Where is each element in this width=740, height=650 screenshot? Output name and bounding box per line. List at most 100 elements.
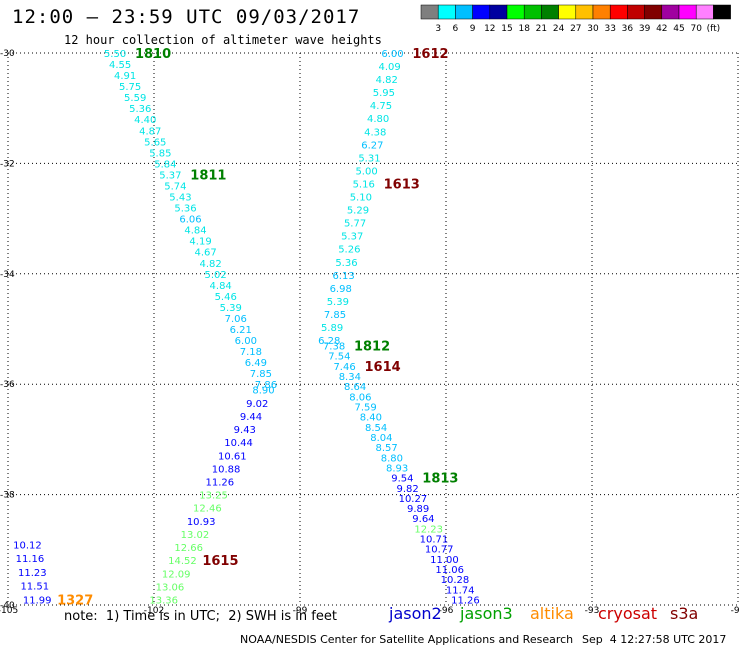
swh-value: 11.26 bbox=[451, 595, 480, 606]
swh-value: 7.54 bbox=[328, 352, 350, 363]
swh-value: 5.85 bbox=[149, 148, 171, 159]
swh-value: 8.93 bbox=[386, 463, 408, 474]
swh-value: 4.67 bbox=[194, 248, 216, 259]
swh-value: 4.87 bbox=[139, 126, 161, 137]
swh-value: 8.90 bbox=[252, 386, 274, 397]
swh-value: 5.39 bbox=[220, 303, 242, 314]
swh-value: 5.74 bbox=[164, 181, 186, 192]
swh-value: 5.31 bbox=[358, 153, 380, 164]
swh-value: 11.99 bbox=[23, 595, 52, 606]
colorbar-label: 24 bbox=[553, 24, 565, 34]
colorbar: 3 6 9 12 15 18 21 24 27 30 33 36 39 42 45 70 (ft) bbox=[420, 4, 731, 34]
swh-value: 6.06 bbox=[179, 215, 201, 226]
swh-value: 11.26 bbox=[206, 477, 235, 488]
colorbar-label: 42 bbox=[656, 24, 667, 34]
lat-tick-label: -34 bbox=[0, 270, 15, 280]
lon-tick-label: -93 bbox=[585, 606, 600, 616]
colorbar-label: 18 bbox=[518, 24, 530, 34]
mission-legend-item: altika bbox=[530, 604, 574, 623]
swh-value: 5.39 bbox=[327, 297, 349, 308]
swh-value: 14.52 bbox=[168, 556, 197, 567]
swh-value: 5.46 bbox=[215, 292, 237, 303]
mission-legend-item: jason2 bbox=[389, 604, 442, 623]
lat-tick-label: -32 bbox=[0, 159, 15, 169]
swh-value: 10.93 bbox=[187, 517, 216, 528]
swh-value: 5.26 bbox=[338, 245, 360, 256]
page-subtitle: 12 hour collection of altimeter wave hei… bbox=[64, 33, 382, 47]
swh-value: 4.82 bbox=[376, 75, 398, 86]
swh-value: 5.77 bbox=[344, 219, 366, 230]
swh-value: 8.64 bbox=[344, 382, 366, 393]
lon-tick-label: -96 bbox=[439, 606, 454, 616]
swh-value: 8.04 bbox=[370, 433, 392, 444]
lat-tick-label: -30 bbox=[0, 49, 15, 59]
track-label: 1811 bbox=[190, 168, 226, 183]
colorbar-label: (ft) bbox=[707, 24, 721, 34]
swh-value: 11.23 bbox=[18, 568, 47, 579]
swh-value: 5.75 bbox=[119, 82, 141, 93]
swh-value: 6.98 bbox=[330, 284, 352, 295]
swh-value: 8.40 bbox=[360, 413, 382, 424]
swh-value: 8.57 bbox=[375, 443, 397, 454]
swh-value: 5.36 bbox=[335, 258, 357, 269]
colorbar-swatch bbox=[489, 4, 508, 20]
swh-value: 6.00 bbox=[235, 336, 257, 347]
colorbar-swatch bbox=[506, 4, 525, 20]
swh-value: 4.84 bbox=[184, 226, 206, 237]
colorbar-swatch bbox=[695, 4, 714, 20]
swh-value: 5.65 bbox=[144, 137, 166, 148]
swh-value: 10.71 bbox=[420, 535, 449, 546]
lat-tick-label: -36 bbox=[0, 380, 15, 390]
mission-legend-item: cryosat bbox=[598, 604, 658, 623]
swh-value: 7.85 bbox=[250, 369, 272, 380]
colorbar-label: 21 bbox=[536, 24, 547, 34]
swh-value: 13.25 bbox=[199, 491, 228, 502]
swh-value: 12.09 bbox=[162, 569, 191, 580]
colorbar-swatch bbox=[523, 4, 542, 20]
swh-value: 11.06 bbox=[435, 565, 464, 576]
swh-value: 8.34 bbox=[339, 372, 361, 383]
swh-value: 8.54 bbox=[365, 423, 387, 434]
colorbar-label: 12 bbox=[484, 24, 495, 34]
colorbar-swatch bbox=[644, 4, 663, 20]
track-label: 1614 bbox=[364, 360, 400, 375]
swh-value: 9.89 bbox=[407, 504, 429, 515]
swh-value: 5.29 bbox=[347, 206, 369, 217]
swh-value: 6.13 bbox=[332, 271, 354, 282]
swh-value: 4.91 bbox=[114, 71, 136, 82]
colorbar-swatch bbox=[592, 4, 611, 20]
lon-tick-label: -105 bbox=[0, 606, 18, 616]
swh-value: 7.86 bbox=[255, 380, 277, 391]
swh-value: 9.43 bbox=[234, 425, 256, 436]
colorbar-label: 9 bbox=[470, 24, 476, 34]
swh-value: 13.02 bbox=[181, 530, 210, 541]
credit-text: NOAA/NESDIS Center for Satellite Applica… bbox=[240, 633, 574, 646]
swh-value: 4.82 bbox=[199, 259, 221, 270]
colorbar-swatch bbox=[472, 4, 491, 20]
swh-value: 10.28 bbox=[441, 575, 470, 586]
legend-note: note: 1) Time is in UTC; 2) SWH is in fe… bbox=[64, 609, 337, 624]
swh-value: 5.43 bbox=[169, 193, 191, 204]
swh-value: 5.95 bbox=[373, 88, 395, 99]
colorbar-swatch bbox=[541, 4, 559, 20]
colorbar-label: 45 bbox=[673, 24, 684, 34]
swh-value: 13.06 bbox=[156, 582, 185, 593]
colorbar-swatch bbox=[713, 4, 731, 20]
colorbar-swatch bbox=[558, 4, 577, 20]
colorbar-swatch bbox=[678, 4, 697, 20]
swh-value: 10.88 bbox=[212, 464, 241, 475]
swh-value: 6.27 bbox=[361, 140, 383, 151]
colorbar-swatch bbox=[661, 4, 680, 20]
swh-value: 9.64 bbox=[412, 514, 434, 525]
colorbar-swatch bbox=[455, 4, 473, 20]
swh-value: 8.06 bbox=[349, 392, 371, 403]
swh-value: 10.77 bbox=[425, 545, 454, 556]
swh-tracks: 5.504.554.915.755.595.364.404.875.655.85… bbox=[13, 47, 480, 608]
swh-value: 12.23 bbox=[414, 524, 443, 535]
track-label: 1612 bbox=[412, 47, 448, 62]
colorbar-label: 3 bbox=[435, 24, 441, 34]
swh-value: 5.59 bbox=[124, 93, 146, 104]
swh-value: 4.80 bbox=[367, 114, 389, 125]
swh-value: 5.50 bbox=[104, 49, 126, 60]
